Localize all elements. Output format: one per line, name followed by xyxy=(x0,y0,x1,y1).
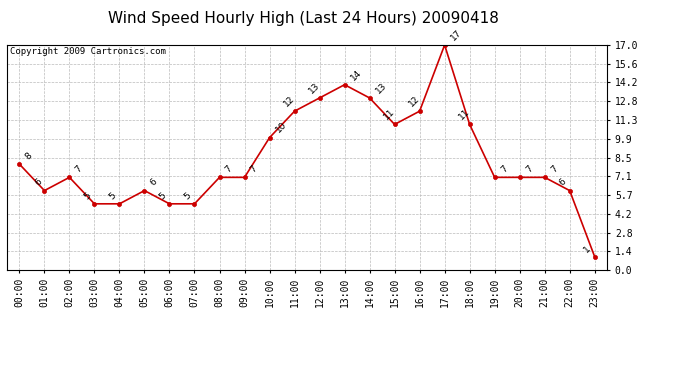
Text: Copyright 2009 Cartronics.com: Copyright 2009 Cartronics.com xyxy=(10,47,166,56)
Text: 6: 6 xyxy=(33,177,43,188)
Text: 11: 11 xyxy=(457,107,472,122)
Text: 7: 7 xyxy=(74,164,84,175)
Text: Wind Speed Hourly High (Last 24 Hours) 20090418: Wind Speed Hourly High (Last 24 Hours) 2… xyxy=(108,11,499,26)
Text: 1: 1 xyxy=(582,243,593,254)
Text: 7: 7 xyxy=(248,164,259,175)
Text: 5: 5 xyxy=(82,190,92,201)
Text: 17: 17 xyxy=(448,28,463,42)
Text: 5: 5 xyxy=(107,190,117,201)
Text: 12: 12 xyxy=(282,94,297,108)
Text: 8: 8 xyxy=(23,151,34,161)
Text: 5: 5 xyxy=(157,190,168,201)
Text: 13: 13 xyxy=(374,81,388,95)
Text: 13: 13 xyxy=(307,81,322,95)
Text: 7: 7 xyxy=(224,164,234,175)
Text: 10: 10 xyxy=(274,120,288,135)
Text: 7: 7 xyxy=(549,164,560,175)
Text: 11: 11 xyxy=(382,107,397,122)
Text: 6: 6 xyxy=(148,177,159,188)
Text: 7: 7 xyxy=(524,164,534,175)
Text: 7: 7 xyxy=(499,164,509,175)
Text: 12: 12 xyxy=(407,94,422,108)
Text: 14: 14 xyxy=(348,68,363,82)
Text: 6: 6 xyxy=(558,177,568,188)
Text: 5: 5 xyxy=(182,190,193,201)
